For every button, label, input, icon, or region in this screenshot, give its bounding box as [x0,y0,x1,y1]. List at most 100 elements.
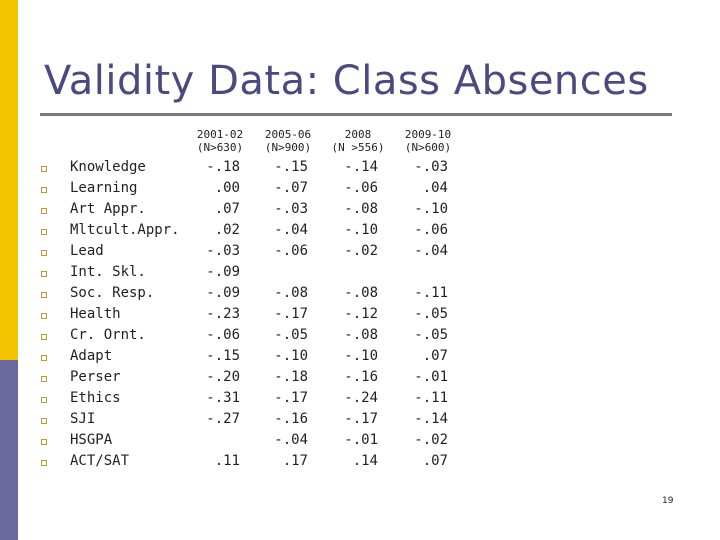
table-cell: -.17 [344,411,378,427]
table-cell: .00 [214,180,240,196]
table-cell: .07 [422,453,448,469]
table-cell: -.18 [274,369,308,385]
row-label: Adapt [70,348,113,364]
table-cell: -.04 [274,432,308,448]
table-cell: .07 [214,201,240,217]
table-cell: -.08 [274,285,308,301]
table-cell: -.10 [344,348,378,364]
bullet-marker [41,460,47,466]
table-cell: -.15 [206,348,240,364]
bullet-marker [41,208,47,214]
table-cell: -.06 [274,243,308,259]
table-cell: -.11 [414,390,448,406]
table-cell: -.31 [206,390,240,406]
table-cell: -.20 [206,369,240,385]
table-cell: -.07 [274,180,308,196]
row-label: Ethics [70,390,121,406]
row-label: Knowledge [70,159,146,175]
row-label: Mltcult.Appr. [70,222,180,238]
column-header-period: 2001-02 [196,128,244,141]
table-cell: -.18 [206,159,240,175]
table-cell: -.14 [414,411,448,427]
table-cell: .17 [282,453,308,469]
bullet-marker [41,355,47,361]
table-cell: -.10 [344,222,378,238]
table-cell: -.02 [344,243,378,259]
page-number: 19 [662,496,674,506]
bullet-marker [41,418,47,424]
bullet-marker [41,271,47,277]
column-header-sample: (N>600) [404,141,452,154]
row-label: HSGPA [70,432,113,448]
row-label: Art Appr. [70,201,146,217]
bullet-marker [41,250,47,256]
row-label: Int. Skl. [70,264,146,280]
table-cell: -.14 [344,159,378,175]
bullet-marker [41,166,47,172]
bullet-marker [41,439,47,445]
column-header-sample: (N>900) [264,141,312,154]
table-cell: -.16 [344,369,378,385]
table-cell: -.23 [206,306,240,322]
row-label: Soc. Resp. [70,285,155,301]
bullet-marker [41,229,47,235]
table-cell: -.27 [206,411,240,427]
table-cell: -.01 [414,369,448,385]
table-cell: -.10 [274,348,308,364]
column-header-sample: (N>630) [196,141,244,154]
table-cell: -.16 [274,411,308,427]
bullet-marker [41,334,47,340]
table-cell: -.06 [206,327,240,343]
row-label: ACT/SAT [70,453,130,469]
table-cell: -.04 [414,243,448,259]
column-header-sample: (N >556) [331,141,385,154]
table-cell: -.15 [274,159,308,175]
table-cell: -.10 [414,201,448,217]
table-cell: -.05 [414,306,448,322]
row-label: SJI [70,411,96,427]
table-cell: .02 [214,222,240,238]
table-cell: -.05 [414,327,448,343]
table-cell: -.17 [274,390,308,406]
table-cell: -.03 [414,159,448,175]
table-cell: -.08 [344,327,378,343]
bullet-marker [41,376,47,382]
column-header-period: 2008 [344,128,372,141]
row-label: Learning [70,180,138,196]
table-cell: -.01 [344,432,378,448]
table-cell: -.02 [414,432,448,448]
table-cell: -.03 [206,243,240,259]
table-cell: .14 [352,453,378,469]
table-cell: -.06 [414,222,448,238]
column-header: 2009-10 (N>600) [405,128,451,154]
accent-bar-top [0,0,18,360]
table-cell: -.17 [274,306,308,322]
accent-bar-bottom [0,360,18,540]
row-label: Cr. Ornt. [70,327,146,343]
table-cell: .11 [214,453,240,469]
column-header: 2008 (N >556) [332,128,385,154]
table-cell: -.08 [344,201,378,217]
table-cell: -.09 [206,285,240,301]
table-cell: -.24 [344,390,378,406]
table-cell: -.11 [414,285,448,301]
row-label: Perser [70,369,121,385]
table-cell: .04 [422,180,448,196]
column-header-period: 2005-06 [264,128,312,141]
table-cell: -.09 [206,264,240,280]
column-header-period: 2009-10 [404,128,452,141]
table-cell: -.08 [344,285,378,301]
table-cell: -.04 [274,222,308,238]
table-cell: .07 [422,348,448,364]
column-header: 2001-02 (N>630) [197,128,243,154]
table-cell: -.03 [274,201,308,217]
row-label: Lead [70,243,104,259]
table-cell: -.06 [344,180,378,196]
bullet-marker [41,397,47,403]
slide-title: Validity Data: Class Absences [44,58,649,104]
table-cell: -.12 [344,306,378,322]
title-divider [40,113,672,116]
bullet-marker [41,313,47,319]
column-header: 2005-06 (N>900) [265,128,311,154]
row-label: Health [70,306,121,322]
